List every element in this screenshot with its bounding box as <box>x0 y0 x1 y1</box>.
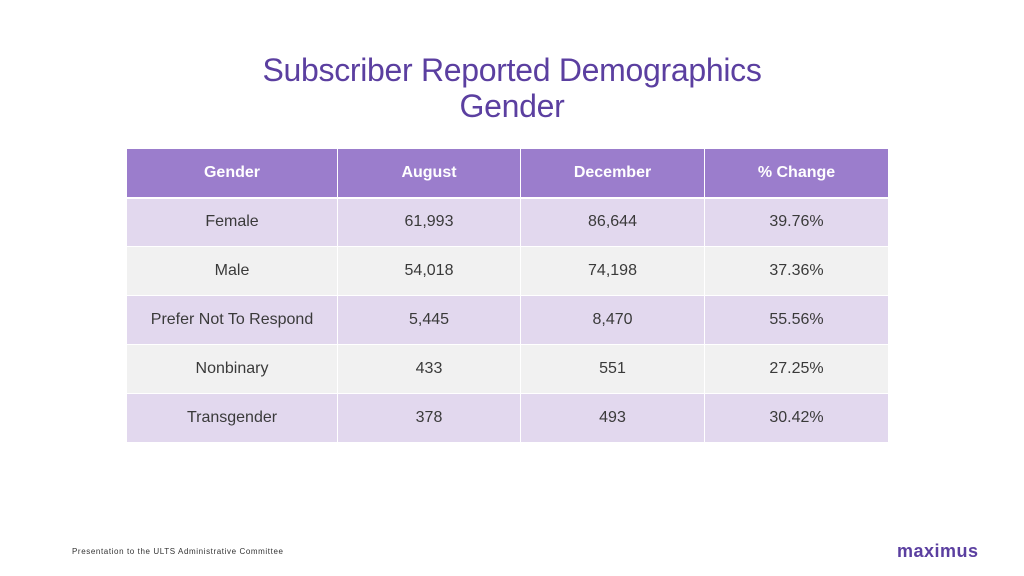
cell-percent-change: 39.76% <box>704 197 889 247</box>
cell-december: 551 <box>520 344 705 394</box>
header-august: August <box>337 148 521 199</box>
cell-december: 493 <box>520 393 705 443</box>
cell-percent-change: 55.56% <box>704 295 889 345</box>
cell-percent-change: 27.25% <box>704 344 889 394</box>
table-row: Nonbinary 433 551 27.25% <box>126 344 889 394</box>
cell-percent-change: 30.42% <box>704 393 889 443</box>
cell-percent-change: 37.36% <box>704 246 889 296</box>
cell-gender: Female <box>126 197 338 247</box>
header-percent-change: % Change <box>704 148 889 199</box>
header-gender: Gender <box>126 148 338 199</box>
cell-august: 5,445 <box>337 295 521 345</box>
cell-august: 61,993 <box>337 197 521 247</box>
title-line-1: Subscriber Reported Demographics <box>262 52 762 88</box>
cell-december: 86,644 <box>520 197 705 247</box>
slide-title: Subscriber Reported Demographics Gender <box>0 52 1024 124</box>
cell-gender: Nonbinary <box>126 344 338 394</box>
cell-december: 8,470 <box>520 295 705 345</box>
table-row: Male 54,018 74,198 37.36% <box>126 246 889 296</box>
cell-august: 378 <box>337 393 521 443</box>
cell-gender: Prefer Not To Respond <box>126 295 338 345</box>
table-row: Prefer Not To Respond 5,445 8,470 55.56% <box>126 295 889 345</box>
gender-demographics-table: Gender August December % Change Female 6… <box>126 148 889 443</box>
header-december: December <box>520 148 705 199</box>
cell-december: 74,198 <box>520 246 705 296</box>
title-line-2: Gender <box>459 88 565 124</box>
cell-gender: Male <box>126 246 338 296</box>
maximus-logo: maximus <box>897 541 979 561</box>
table-header-row: Gender August December % Change <box>126 148 889 199</box>
footer-text: Presentation to the ULTS Administrative … <box>72 547 284 556</box>
cell-august: 54,018 <box>337 246 521 296</box>
table-row: Transgender 378 493 30.42% <box>126 393 889 443</box>
table-row: Female 61,993 86,644 39.76% <box>126 197 889 247</box>
cell-gender: Transgender <box>126 393 338 443</box>
cell-august: 433 <box>337 344 521 394</box>
